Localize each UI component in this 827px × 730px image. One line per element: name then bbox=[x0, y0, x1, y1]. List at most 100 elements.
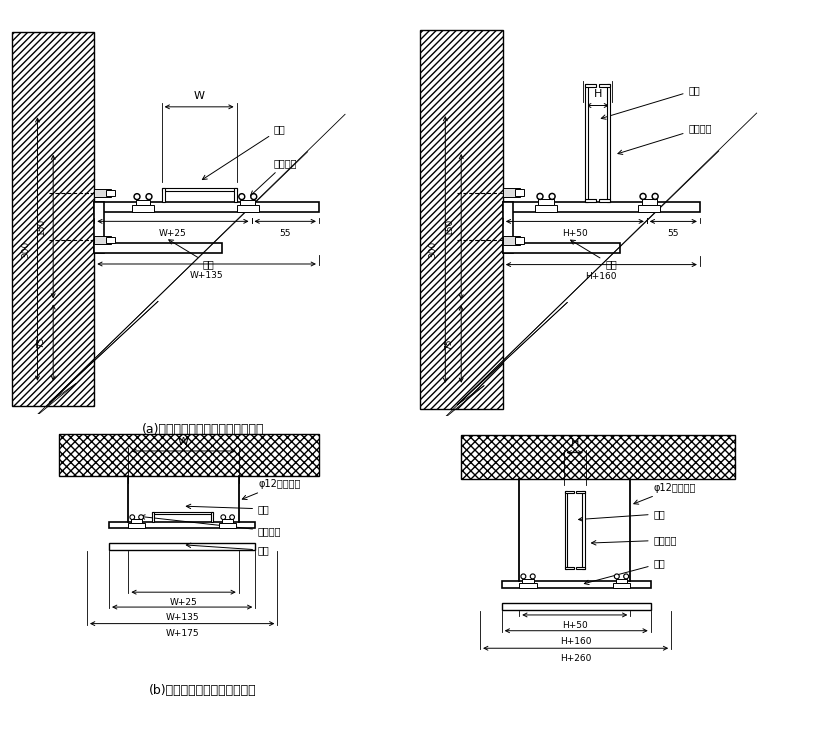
Bar bbox=[641, 199, 656, 204]
Text: W: W bbox=[178, 437, 189, 447]
Bar bbox=[564, 491, 566, 569]
Text: 母线: 母线 bbox=[600, 85, 700, 119]
Circle shape bbox=[641, 195, 643, 198]
Circle shape bbox=[238, 193, 245, 199]
Circle shape bbox=[520, 574, 525, 579]
Bar bbox=[564, 491, 573, 493]
Circle shape bbox=[537, 193, 543, 199]
Text: H+160: H+160 bbox=[560, 637, 591, 645]
Bar bbox=[240, 199, 255, 205]
Bar bbox=[94, 236, 111, 244]
Bar bbox=[94, 243, 222, 253]
Bar bbox=[599, 199, 609, 201]
Bar bbox=[131, 205, 154, 212]
Circle shape bbox=[240, 195, 243, 198]
Bar bbox=[106, 237, 115, 243]
Bar bbox=[109, 543, 255, 550]
Text: 母线: 母线 bbox=[186, 504, 270, 514]
Circle shape bbox=[538, 195, 541, 198]
Text: W: W bbox=[194, 91, 204, 101]
Bar bbox=[152, 512, 213, 514]
Text: W+25: W+25 bbox=[170, 598, 197, 607]
Bar bbox=[502, 201, 699, 212]
Circle shape bbox=[136, 195, 138, 198]
Bar bbox=[522, 579, 533, 583]
Bar bbox=[514, 189, 523, 196]
Text: 支架: 支架 bbox=[570, 240, 616, 269]
Circle shape bbox=[251, 193, 256, 199]
Text: W+25: W+25 bbox=[159, 228, 187, 238]
Bar bbox=[599, 84, 609, 88]
Bar bbox=[584, 199, 595, 201]
Circle shape bbox=[140, 516, 142, 518]
Text: φ12圆鈢吊杆: φ12圆鈢吊杆 bbox=[633, 483, 696, 504]
Text: 75: 75 bbox=[444, 339, 453, 350]
Bar bbox=[152, 512, 154, 521]
Circle shape bbox=[548, 193, 554, 199]
Circle shape bbox=[221, 515, 225, 519]
Circle shape bbox=[639, 193, 645, 199]
Text: 侧卧压板: 侧卧压板 bbox=[617, 123, 711, 155]
Bar bbox=[502, 243, 619, 253]
Text: W+135: W+135 bbox=[165, 612, 198, 621]
Circle shape bbox=[614, 574, 619, 579]
Circle shape bbox=[222, 516, 224, 518]
Circle shape bbox=[139, 515, 143, 519]
Text: H: H bbox=[593, 90, 601, 99]
Bar bbox=[576, 567, 584, 569]
Text: 300: 300 bbox=[21, 240, 30, 258]
Circle shape bbox=[131, 516, 133, 518]
Text: 150: 150 bbox=[36, 218, 45, 235]
Circle shape bbox=[615, 575, 617, 577]
Circle shape bbox=[652, 193, 657, 199]
Bar bbox=[581, 491, 584, 569]
Text: 55: 55 bbox=[667, 229, 678, 238]
Circle shape bbox=[623, 574, 628, 579]
Bar bbox=[237, 205, 259, 212]
Text: 150: 150 bbox=[444, 218, 453, 235]
Bar bbox=[109, 521, 255, 529]
Bar bbox=[161, 188, 165, 202]
Bar bbox=[519, 583, 536, 588]
Bar bbox=[60, 434, 318, 476]
Text: W+135: W+135 bbox=[189, 272, 223, 280]
Bar bbox=[233, 188, 237, 202]
Text: 平卧压板: 平卧压板 bbox=[141, 515, 281, 536]
Bar bbox=[576, 491, 584, 493]
Circle shape bbox=[130, 515, 134, 519]
Text: 吊架: 吊架 bbox=[584, 558, 665, 585]
Bar bbox=[94, 202, 318, 212]
Text: 侧卧压板: 侧卧压板 bbox=[590, 535, 676, 545]
Circle shape bbox=[522, 575, 523, 577]
Bar bbox=[161, 188, 237, 191]
Text: W+175: W+175 bbox=[165, 629, 198, 638]
Circle shape bbox=[550, 195, 553, 198]
Bar bbox=[502, 201, 512, 253]
Circle shape bbox=[147, 195, 151, 198]
Text: H+260: H+260 bbox=[559, 654, 590, 663]
Circle shape bbox=[624, 575, 627, 577]
Bar bbox=[584, 84, 595, 88]
Bar bbox=[106, 190, 115, 196]
Bar bbox=[12, 32, 94, 406]
Text: H+50: H+50 bbox=[562, 229, 587, 238]
Bar bbox=[136, 199, 151, 205]
Bar bbox=[514, 237, 523, 244]
Bar bbox=[584, 84, 587, 201]
Bar bbox=[222, 519, 233, 523]
Bar bbox=[94, 189, 111, 197]
Text: φ12圆鈢吊杆: φ12圆鈢吊杆 bbox=[242, 479, 300, 499]
Circle shape bbox=[530, 574, 534, 579]
Circle shape bbox=[146, 193, 152, 199]
Text: H+160: H+160 bbox=[585, 272, 616, 281]
Bar bbox=[538, 199, 553, 204]
Text: H: H bbox=[570, 438, 578, 448]
Bar bbox=[564, 567, 573, 569]
Bar bbox=[612, 583, 629, 588]
Bar bbox=[501, 581, 650, 588]
Bar bbox=[502, 188, 519, 197]
Text: 平卧压板: 平卧压板 bbox=[251, 158, 297, 196]
Text: 55: 55 bbox=[279, 228, 290, 238]
Bar bbox=[210, 512, 213, 521]
Bar bbox=[607, 84, 609, 201]
